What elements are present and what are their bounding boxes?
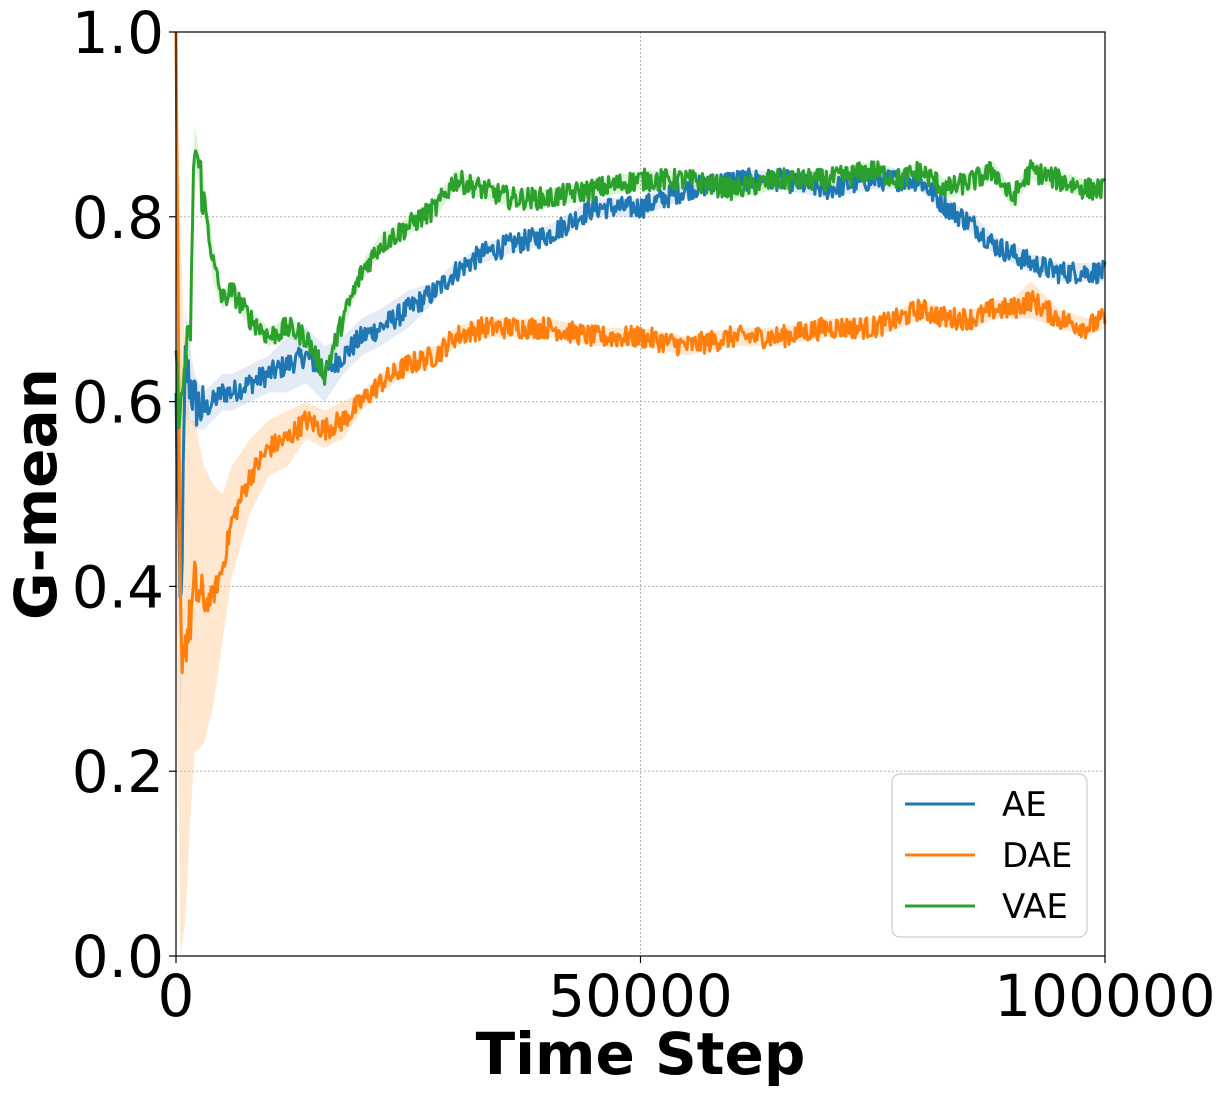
x-tick-label: 100000: [994, 962, 1215, 1030]
legend-label-vae: VAE: [1002, 887, 1068, 927]
y-tick-label: 0.6: [72, 369, 164, 437]
y-tick-label: 1.0: [72, 0, 164, 67]
y-tick-label: 0.0: [72, 923, 164, 991]
series-line-dae: [174, 31, 1107, 675]
series-line-vae: [174, 149, 1107, 429]
x-tick-label: 0: [158, 962, 195, 1030]
y-axis-ticks: 0.0 0.2 0.4 0.6 0.8 1.0: [72, 0, 176, 991]
x-axis-label: Time Step: [476, 1020, 806, 1088]
y-tick-label: 0.4: [72, 553, 164, 621]
legend-label-ae: AE: [1002, 785, 1047, 825]
y-axis-label: G-mean: [2, 368, 70, 620]
legend-box: [891, 773, 1088, 938]
x-tick-label: 50000: [548, 962, 733, 1030]
series-lines: [174, 31, 1107, 675]
band-ae: [176, 170, 1105, 726]
confidence-bands: [176, 32, 1105, 956]
legend: AE DAE VAE: [891, 773, 1088, 938]
x-axis-ticks: 0 50000 100000: [158, 956, 1216, 1030]
y-tick-label: 0.8: [72, 184, 164, 252]
y-tick-label: 0.2: [72, 738, 164, 806]
legend-label-dae: DAE: [1002, 836, 1072, 876]
